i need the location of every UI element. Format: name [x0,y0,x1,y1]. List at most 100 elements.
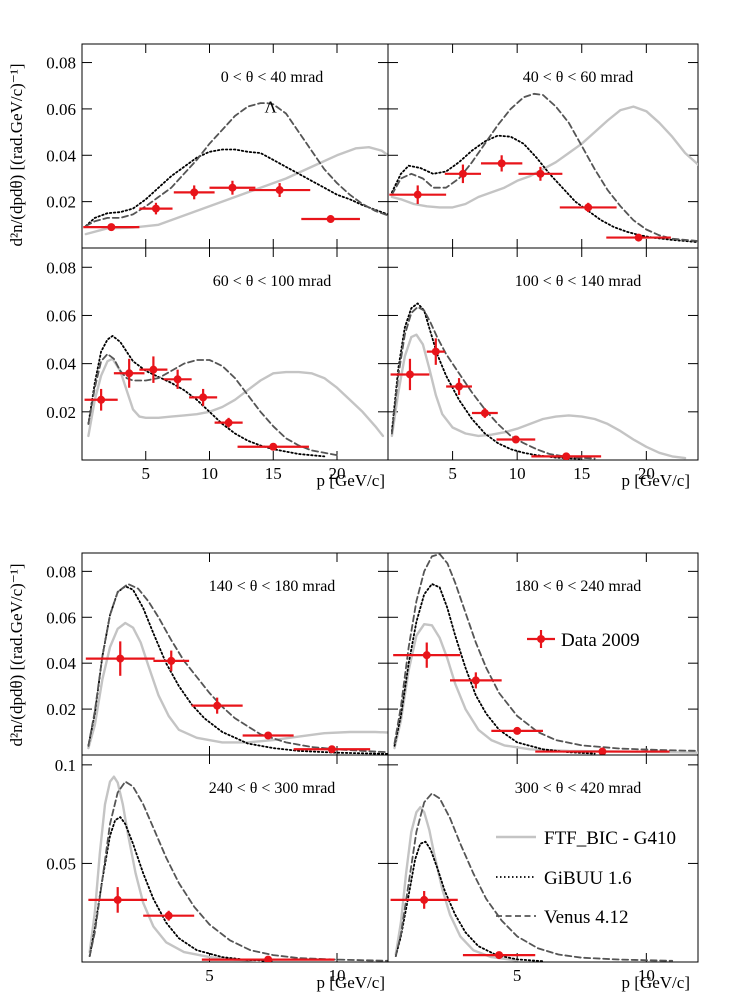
gibuu-curve [390,302,583,460]
data-point [495,951,504,960]
data-point [116,654,125,663]
data-point [113,895,122,904]
data-point [224,418,233,427]
ftf-curve [390,333,687,460]
venus-curve [390,92,698,242]
y-tick-label: 0.06 [46,306,76,325]
x-axis-title: p [GeV/c] [317,471,385,490]
data-point [167,656,176,665]
data-point [164,911,173,920]
panel-8-plot-area [390,792,674,962]
x-axis-title: p [GeV/c] [317,973,385,992]
y-tick-label: 0.08 [46,258,76,277]
panel-7-plot-area [88,775,388,962]
y-tick-label: 0.06 [46,100,76,119]
data-point [326,215,335,224]
x-tick-label: 5 [448,464,457,483]
panel-label: 100 < θ < 140 mrad [515,273,642,290]
x-tick-label: 20 [329,464,346,483]
panel-label: 40 < θ < 60 mrad [523,69,634,86]
data-point [228,183,237,192]
panel-1: 0.02 0.04 0.06 0.08 0 < θ < 40 mrad Λ [46,43,389,249]
y-tick-label: 0.05 [46,854,76,873]
gibuu-curve [84,148,388,227]
ftf-curve [87,621,388,750]
data-point [458,169,467,178]
y-tick-label: 0.02 [46,700,76,719]
ftf-curve [87,357,385,438]
data-point [598,747,607,755]
panel-label: 180 < θ < 240 mrad [515,578,642,595]
gibuu-curve [87,585,388,755]
data-point [264,731,273,740]
gibuu-curve [87,334,326,458]
y-tick-label: 0.1 [55,756,76,775]
panel-3-plot-area [84,334,385,458]
panel-4-frame [387,247,699,461]
data-point [107,223,116,232]
lambda-marker: Λ [265,98,278,117]
panel-label: 0 < θ < 40 mrad [221,69,324,86]
data-point [264,955,273,962]
data-point [562,452,571,460]
data-point [497,159,506,168]
ftf-curve [390,105,698,209]
panel-1-plot-area [83,102,388,236]
legend-venus-label: Venus 4.12 [544,907,628,928]
x-tick-label: 5 [513,966,522,985]
panel-7: 0.05 0.1 5 10 240 < θ < 300 mrad [46,754,389,985]
y-tick-label: 0.08 [46,54,76,73]
x-tick-label: 10 [638,966,655,985]
ftf-curve [393,623,698,754]
data-point [455,382,464,391]
venus-curve [88,780,388,962]
venus-curve [390,306,596,460]
legend-data-marker [537,635,545,643]
data-point [431,347,440,356]
panel-label: 140 < θ < 180 mrad [209,578,336,595]
x-tick-label: 5 [205,966,214,985]
data-point [275,186,284,195]
y-tick-label: 0.04 [46,355,76,374]
data-point [125,369,134,378]
data-point [584,203,593,212]
data-point [420,895,429,904]
panel-4-plot-area [390,302,687,460]
gibuu-curve [390,134,698,244]
panel-label: 240 < θ < 300 mrad [209,780,336,797]
legend-gibuu-label: GiBUU 1.6 [544,868,632,889]
panel-6: 180 < θ < 240 mrad Data 2009 [387,552,699,756]
panel-4: 5 10 15 20 100 < θ < 140 mrad [387,247,699,483]
data-point [213,701,222,710]
data-point [480,409,489,418]
data-point [149,365,158,374]
y-tick-label: 0.06 [46,608,76,627]
data-point [511,435,520,444]
ftf-curve [88,775,262,962]
data-point [536,169,545,178]
panel-5: 0.02 0.04 0.06 0.08 140 < θ < 180 mrad [46,552,389,756]
data-point [151,204,160,213]
panel-label: 60 < θ < 100 mrad [213,273,332,290]
y-tick-label: 0.04 [46,146,76,165]
data-point [513,726,522,735]
data-point [327,745,336,754]
venus-curve [87,353,338,457]
data-point [422,651,431,660]
panel-3: 0.02 0.04 0.06 0.08 5 10 15 20 60 < θ < 100 mrad [46,247,389,483]
x-axis-title: p [GeV/c] [622,471,690,490]
data-point [413,190,422,199]
panel-6-plot-area [393,553,698,755]
data-point [471,676,480,685]
y-tick-label: 0.08 [46,562,76,581]
y-tick-label: 0.04 [46,654,76,673]
legend-ftf-label: FTF_BIC - G410 [544,828,676,849]
x-tick-label: 10 [329,966,346,985]
y-tick-label: 0.02 [46,193,76,212]
data-point [190,188,199,197]
data-point [173,375,182,384]
x-tick-label: 15 [573,464,590,483]
venus-curve [393,553,698,752]
panel-2: 40 < θ < 60 mrad [387,43,699,249]
